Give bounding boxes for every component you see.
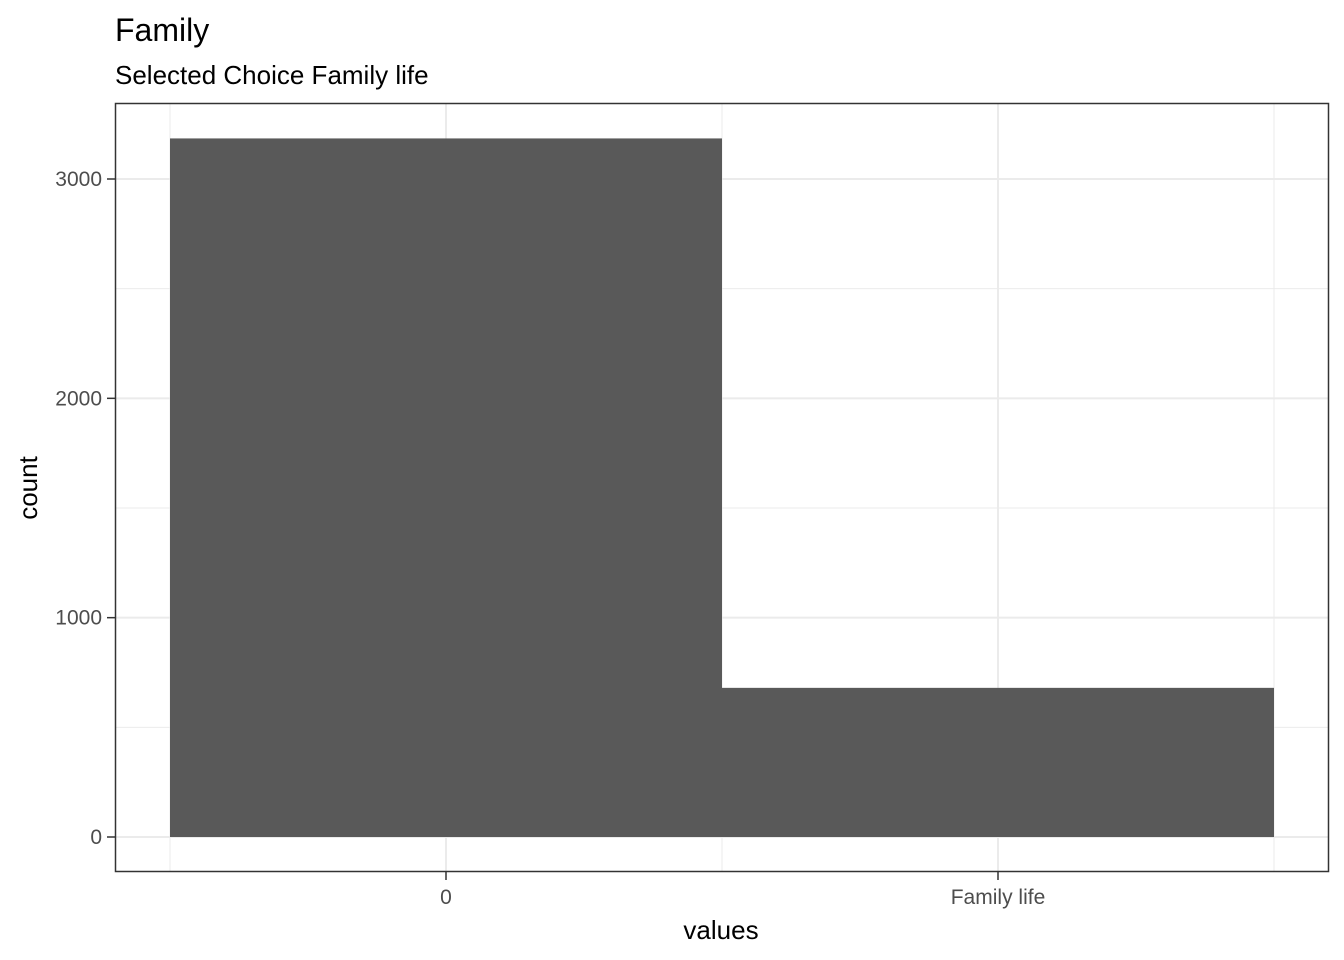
bars [170,138,1274,837]
chart-title: Family [115,12,209,48]
panel-border [114,102,1330,873]
bar [170,138,722,837]
x-tick-label: Family life [951,886,1046,909]
y-tick-label: 2000 [55,387,102,410]
x-axis-title: values [683,915,758,945]
y-axis-title: count [13,455,43,519]
chart-subtitle: Selected Choice Family life [115,60,429,90]
x-axis: 0 Family life [440,872,1045,909]
y-tick-label: 1000 [55,607,102,630]
bar [722,687,1274,837]
y-axis: 0 1000 2000 3000 [55,168,115,849]
y-tick-label: 3000 [55,168,102,191]
y-tick-label: 0 [90,826,102,849]
x-tick-label: 0 [440,886,452,909]
